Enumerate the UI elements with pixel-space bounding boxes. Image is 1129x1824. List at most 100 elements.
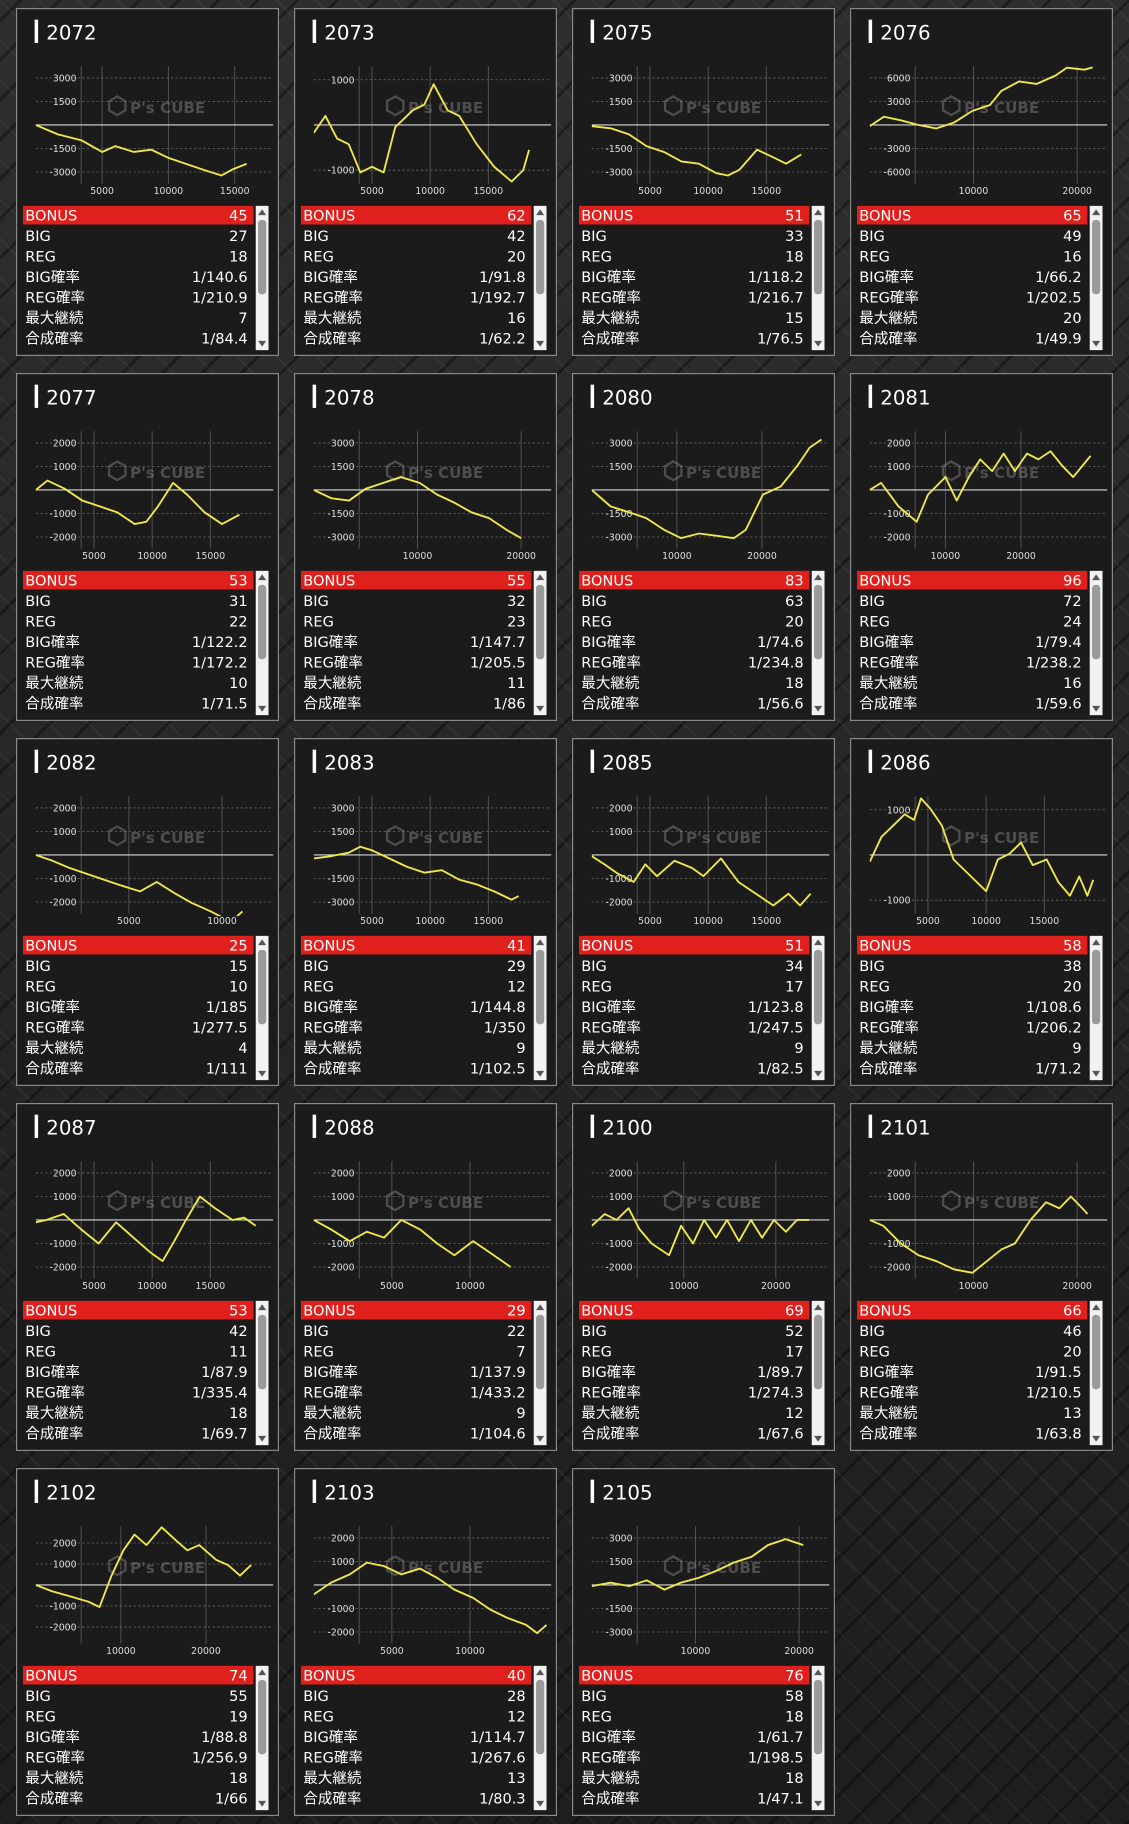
x-tick-label: 20000 [1062,186,1092,197]
stat-label: REG確率 [859,1019,919,1036]
x-tick-label: 10000 [681,1646,711,1657]
scroll-down-arrow[interactable] [1092,1435,1101,1442]
scroll-down-arrow[interactable] [814,340,823,347]
scrollbar-thumb[interactable] [258,1314,267,1390]
x-tick-label: 5000 [638,186,662,197]
stat-value: 1/205.5 [470,655,526,671]
scroll-down-arrow[interactable] [536,1070,545,1077]
scroll-down-arrow[interactable] [1092,705,1101,712]
scroll-up-arrow[interactable] [536,574,545,581]
stat-label: 合成確率 [303,1425,361,1442]
scroll-up-arrow[interactable] [536,209,545,216]
stat-label: REG確率 [859,654,919,671]
scroll-down-arrow[interactable] [536,340,545,347]
x-tick-label: 10000 [137,1281,167,1292]
scroll-up-arrow[interactable] [814,209,823,216]
scrollbar-thumb[interactable] [814,584,823,660]
scroll-down-arrow[interactable] [814,1435,823,1442]
scroll-up-arrow[interactable] [258,574,267,581]
line-group [35,479,240,526]
x-tick-label: 5000 [90,186,114,197]
scroll-up-arrow[interactable] [814,939,823,946]
scroll-up-arrow[interactable] [814,1304,823,1311]
scroll-down-arrow[interactable] [258,1800,267,1807]
scroll-down-arrow[interactable] [1092,1070,1101,1077]
scrollbar-thumb[interactable] [258,219,267,295]
scroll-up-arrow[interactable] [814,1669,823,1676]
stat-value: 1/84.4 [201,331,248,347]
scroll-down-arrow[interactable] [814,705,823,712]
scrollbar-thumb[interactable] [536,949,545,1025]
bonus-row-bg [578,1665,810,1685]
line-group [591,125,802,177]
scroll-up-arrow[interactable] [814,574,823,581]
card-title: 2072 [46,21,96,44]
y-tick-label: -1000 [883,509,910,520]
data-line [591,855,812,907]
scrollbar-thumb[interactable] [1092,1314,1101,1390]
scrollbar-thumb[interactable] [814,949,823,1025]
card-frame [850,373,1113,721]
scroll-down-arrow[interactable] [536,1800,545,1807]
scroll-up-arrow[interactable] [258,939,267,946]
stat-label: REG [859,1344,890,1360]
data-line [591,1207,809,1257]
stat-label: 合成確率 [25,1425,83,1442]
scroll-down-arrow[interactable] [536,1435,545,1442]
stat-value: 23 [507,614,526,630]
watermark-text: P's CUBE [686,829,761,847]
stat-value: 18 [229,249,248,265]
stat-value: 1/61.7 [757,1730,804,1746]
scroll-down-arrow[interactable] [814,1070,823,1077]
stat-label: BONUS [303,938,355,954]
scrollbar-thumb[interactable] [814,1679,823,1755]
scroll-up-arrow[interactable] [258,1669,267,1676]
scroll-down-arrow[interactable] [536,705,545,712]
scrollbar-thumb[interactable] [536,584,545,660]
scrollbar-thumb[interactable] [536,219,545,295]
scrollbar-thumb[interactable] [258,1679,267,1755]
scrollbar-thumb[interactable] [536,1314,545,1390]
x-tick-label: 10000 [154,186,184,197]
scroll-down-arrow[interactable] [814,1800,823,1807]
scroll-up-arrow[interactable] [1092,939,1101,946]
stat-value: 53 [229,573,248,589]
scroll-up-arrow[interactable] [1092,209,1101,216]
line-group [313,845,520,901]
stat-label: BIG [581,594,607,610]
title-marker [868,1114,873,1138]
scrollbar-thumb[interactable] [258,949,267,1025]
scroll-down-arrow[interactable] [258,340,267,347]
card-title: 2082 [46,751,96,774]
scrollbar-thumb[interactable] [1092,584,1101,660]
scroll-down-arrow[interactable] [1092,340,1101,347]
scroll-up-arrow[interactable] [1092,574,1101,581]
stat-label: 最大継続 [25,1770,84,1787]
stat-value: 9 [516,1406,525,1422]
scrollbar-thumb[interactable] [258,584,267,660]
scrollbar-thumb[interactable] [814,219,823,295]
stat-value: 18 [785,249,804,265]
scroll-down-arrow[interactable] [258,1070,267,1077]
scroll-up-arrow[interactable] [258,1304,267,1311]
scroll-up-arrow[interactable] [536,1669,545,1676]
scrollbar-thumb[interactable] [1092,219,1101,295]
scroll-up-arrow[interactable] [1092,1304,1101,1311]
scrollbar-thumb[interactable] [536,1679,545,1755]
y-tick-label: -1500 [605,509,632,520]
scrollbar-thumb[interactable] [814,1314,823,1390]
scroll-down-arrow[interactable] [258,1435,267,1442]
scroll-up-arrow[interactable] [536,1304,545,1311]
watermark-logo [107,1190,127,1212]
scrollbar-thumb[interactable] [1092,949,1101,1025]
watermark-text: P's CUBE [408,464,483,482]
scroll-up-arrow[interactable] [536,939,545,946]
data-line [313,1219,512,1268]
scroll-down-arrow[interactable] [258,705,267,712]
scroll-up-arrow[interactable] [258,209,267,216]
y-tick-label: -1000 [883,896,910,907]
y-tick-label: -3000 [883,144,910,155]
card-svg: 2102 10000 20000 -2000 -1000 1000 2000 P's CUBE… [16,1468,279,1816]
stat-label: REG [859,979,890,995]
bonus-row-bg [22,205,254,225]
